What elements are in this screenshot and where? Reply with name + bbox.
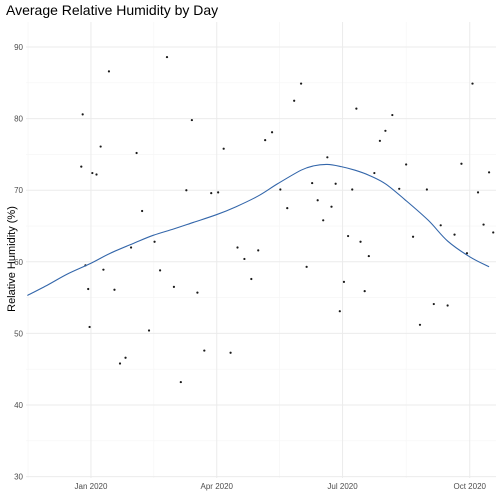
- data-point: [359, 240, 362, 243]
- data-point: [107, 70, 111, 73]
- smooth-trend-layer: [27, 163, 490, 296]
- data-point: [373, 171, 376, 175]
- data-point: [351, 188, 354, 191]
- x-tick-label: Jul 2020: [327, 482, 358, 491]
- data-point: [476, 191, 480, 194]
- data-point: [165, 55, 169, 59]
- data-point: [465, 252, 469, 255]
- data-point: [87, 287, 90, 291]
- data-point: [286, 207, 289, 210]
- data-point: [334, 182, 337, 185]
- y-tick-label: 70: [14, 186, 23, 195]
- data-point: [398, 187, 401, 190]
- data-point: [293, 99, 296, 102]
- data-point: [257, 249, 260, 252]
- data-point: [367, 254, 370, 258]
- data-point: [102, 268, 105, 271]
- data-point: [338, 310, 341, 313]
- data-point: [432, 302, 435, 306]
- data-point: [236, 246, 239, 249]
- data-point: [141, 209, 144, 213]
- data-point: [460, 162, 463, 165]
- data-point: [411, 235, 415, 238]
- data-point: [453, 233, 456, 236]
- data-point: [217, 191, 220, 194]
- data-point: [113, 288, 116, 291]
- y-tick-label: 40: [14, 401, 23, 410]
- x-tick-label: Apr 2020: [201, 482, 234, 491]
- axis-labels: 30 40 50 60 70 80 90 Jan 2020 Apr 2020 Jul 2020 Oc…: [14, 43, 486, 491]
- data-point: [299, 82, 303, 85]
- x-tick-label: Oct 2020: [454, 482, 487, 491]
- data-point: [196, 291, 199, 294]
- data-points: [80, 55, 495, 384]
- x-tick-label: Jan 2020: [75, 482, 108, 491]
- data-point: [158, 269, 162, 272]
- data-point: [118, 362, 122, 365]
- data-point: [222, 147, 225, 150]
- data-point: [250, 277, 253, 281]
- data-point: [330, 205, 333, 208]
- data-point: [418, 323, 422, 326]
- data-point: [363, 290, 366, 293]
- y-axis-title: Relative Humidity (%): [6, 206, 18, 312]
- chart-title: Average Relative Humidity by Day: [6, 2, 219, 18]
- data-point: [95, 173, 98, 176]
- y-tick-label: 80: [14, 115, 23, 124]
- data-point: [190, 118, 193, 122]
- data-point: [342, 280, 346, 283]
- grid-lines: [26, 22, 496, 478]
- data-point: [243, 257, 246, 261]
- data-point: [425, 188, 428, 191]
- data-point: [147, 329, 151, 332]
- data-point: [305, 265, 308, 268]
- data-point: [326, 156, 329, 159]
- data-point: [270, 131, 274, 134]
- y-tick-label: 50: [14, 329, 23, 338]
- data-point: [124, 356, 127, 359]
- data-point: [91, 171, 94, 175]
- data-point: [135, 151, 138, 155]
- data-point: [316, 199, 319, 202]
- data-point: [355, 107, 358, 110]
- data-point: [346, 234, 350, 238]
- data-point: [99, 145, 102, 148]
- data-point: [378, 139, 381, 142]
- data-point: [185, 189, 188, 192]
- data-point: [322, 219, 325, 222]
- y-tick-label: 90: [14, 43, 23, 52]
- data-point: [88, 325, 91, 329]
- data-point: [203, 349, 206, 352]
- data-point: [153, 240, 156, 243]
- data-point: [471, 82, 474, 85]
- data-point: [384, 129, 387, 132]
- data-point: [439, 224, 442, 227]
- data-point: [172, 285, 176, 288]
- data-point: [279, 188, 282, 191]
- data-point: [311, 181, 314, 185]
- data-point: [81, 113, 84, 116]
- data-point: [210, 191, 213, 195]
- y-tick-label: 60: [14, 258, 23, 267]
- data-point: [446, 304, 449, 307]
- smooth-trend-line: [27, 163, 490, 296]
- data-point: [229, 351, 232, 354]
- data-point: [391, 113, 394, 117]
- data-point: [179, 380, 182, 384]
- data-point: [80, 165, 83, 168]
- data-point: [129, 246, 133, 249]
- data-point: [405, 163, 408, 166]
- data-point: [264, 139, 267, 142]
- data-point: [492, 231, 495, 234]
- data-point: [487, 171, 491, 174]
- data-point: [482, 223, 485, 226]
- y-tick-label: 30: [14, 473, 23, 482]
